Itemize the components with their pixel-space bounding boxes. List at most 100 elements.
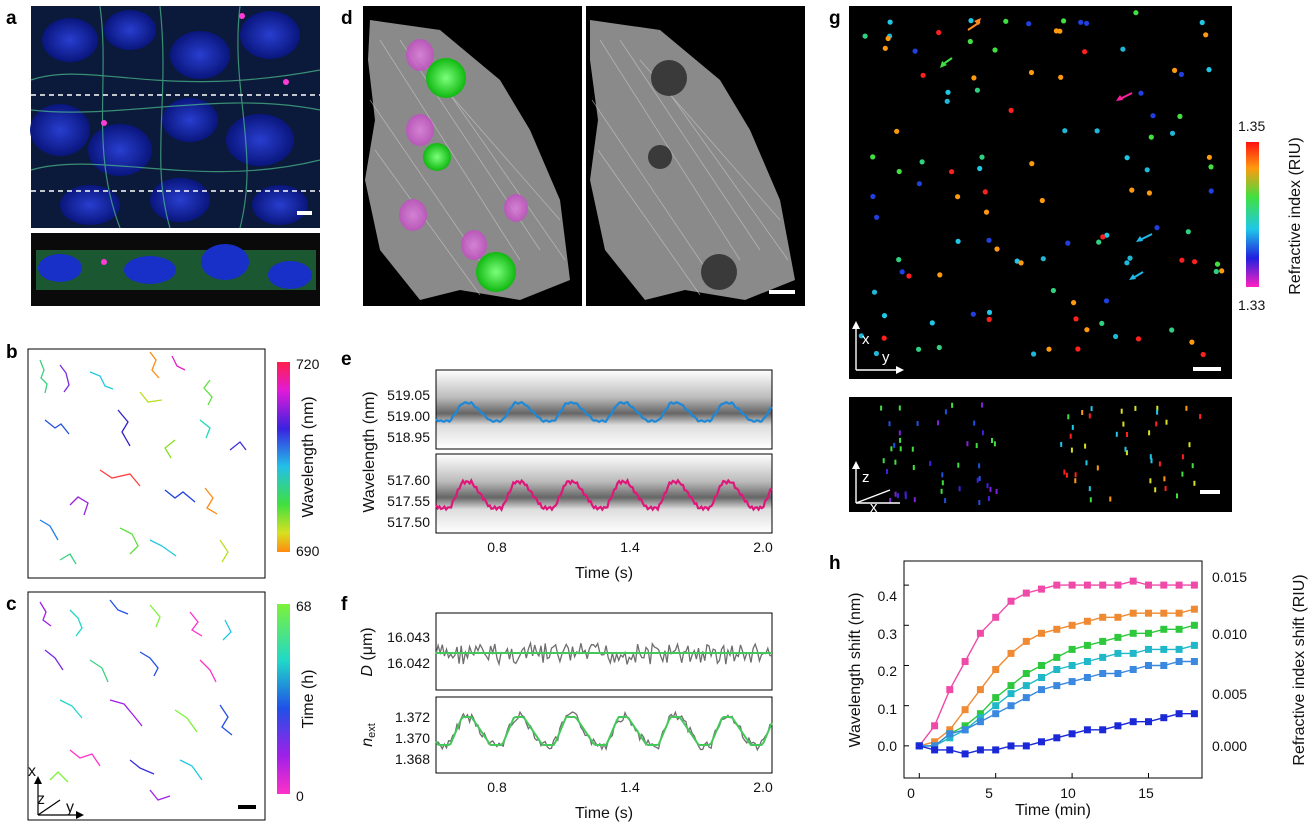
side-particle <box>893 442 896 448</box>
panel-h-y-tick-3: 0.2 <box>878 663 898 679</box>
particle <box>1028 69 1035 76</box>
data-point <box>1145 609 1152 617</box>
particle <box>881 313 888 319</box>
panel-f-top-ylabel: D (μm) <box>359 627 376 676</box>
panel-g-particles <box>858 10 1225 358</box>
side-particle <box>1090 406 1093 412</box>
data-point <box>1145 629 1152 637</box>
data-point <box>1114 670 1122 677</box>
side-particle <box>1181 471 1184 477</box>
particle <box>1178 71 1184 77</box>
side-particle <box>1060 441 1063 447</box>
particle <box>1133 10 1139 16</box>
side-particle <box>896 493 899 499</box>
particle <box>1189 339 1195 345</box>
side-particle <box>1081 410 1084 415</box>
data-point <box>1053 734 1061 742</box>
panel-d-image-right <box>586 6 805 306</box>
side-particle <box>941 480 944 486</box>
side-particle <box>978 500 981 505</box>
data-point <box>992 702 1000 710</box>
side-particle <box>944 409 947 415</box>
panel-e-ylabel: Wavelength (nm) <box>361 391 378 512</box>
panel-f-x-tick-1: 0.8 <box>487 779 507 795</box>
particle <box>871 289 878 295</box>
data-point <box>1068 645 1076 653</box>
side-particle <box>1181 454 1184 460</box>
panel-a-side-view <box>31 233 320 306</box>
panel-h-series <box>915 577 1198 758</box>
data-point <box>1083 617 1091 625</box>
data-point <box>946 734 954 742</box>
side-particle <box>1067 414 1070 420</box>
data-point <box>1083 674 1091 681</box>
panel-g-colorbar: 1.35 1.33 Refractive index (RIU) <box>1238 118 1304 313</box>
particle <box>986 309 993 315</box>
side-particle <box>981 402 983 408</box>
data-point <box>1114 722 1122 730</box>
data-point <box>1007 702 1015 710</box>
data-point <box>1114 581 1122 589</box>
side-particle <box>987 496 990 502</box>
data-point <box>1129 609 1137 617</box>
side-particle <box>1163 476 1166 482</box>
side-particle <box>940 488 943 494</box>
data-point <box>1114 633 1122 641</box>
particle <box>896 168 902 175</box>
particle <box>881 335 887 341</box>
data-point <box>1129 577 1137 585</box>
particle <box>870 154 876 160</box>
particle <box>870 193 876 200</box>
panel-h-y2label: Refractive index shift (RIU) <box>1291 574 1308 765</box>
panel-h-ticks <box>904 584 1150 778</box>
data-point <box>1068 621 1076 629</box>
data-point <box>1175 625 1183 633</box>
panel-label-f: f <box>341 594 348 615</box>
side-particle <box>1071 424 1074 430</box>
panel-f-top-tick-1: 16.043 <box>387 629 430 645</box>
data-point <box>1190 621 1198 629</box>
data-point <box>1068 678 1076 686</box>
panel-label-g: g <box>829 8 841 29</box>
panel-e-x-tick-3: 2.0 <box>753 539 773 555</box>
particle <box>944 98 950 104</box>
particle <box>1138 90 1144 96</box>
side-particle <box>894 491 897 497</box>
panel-h-xlabel: Time (min) <box>1015 802 1091 819</box>
side-particle <box>1084 443 1087 449</box>
data-point <box>946 686 954 694</box>
panel-g-side-axis-x: x <box>870 499 878 516</box>
data-point <box>1038 629 1045 637</box>
side-particle <box>989 486 992 492</box>
panel-c-axis-y: y <box>66 799 74 816</box>
particle <box>1179 257 1185 263</box>
data-point <box>1175 609 1183 617</box>
panel-h-x-tick-3: 10 <box>1060 785 1076 801</box>
side-particle <box>882 458 885 464</box>
side-particle <box>978 463 981 469</box>
data-point <box>1083 658 1091 665</box>
panel-g-image: x y <box>849 6 1232 379</box>
particle <box>1213 268 1219 275</box>
data-point <box>1007 742 1015 750</box>
particle <box>873 350 880 357</box>
data-point <box>1190 641 1198 649</box>
panel-g-axis-y: y <box>882 349 890 366</box>
side-particle <box>976 477 979 483</box>
particle <box>1214 261 1221 267</box>
panel-e-bottom-trace <box>435 477 773 513</box>
particle <box>1124 155 1130 161</box>
data-point <box>1038 738 1045 746</box>
particle <box>1219 268 1225 274</box>
particle <box>936 344 942 351</box>
panel-c-cb-label: Time (h) <box>300 670 317 729</box>
particle <box>994 246 1000 252</box>
side-particle <box>995 489 998 494</box>
particle <box>1100 234 1106 240</box>
data-point <box>1022 742 1030 750</box>
side-particle <box>966 441 969 447</box>
panel-e-x-tick-2: 1.4 <box>620 539 640 555</box>
data-point <box>992 710 1000 718</box>
data-point <box>976 746 984 754</box>
particle <box>1058 74 1064 80</box>
